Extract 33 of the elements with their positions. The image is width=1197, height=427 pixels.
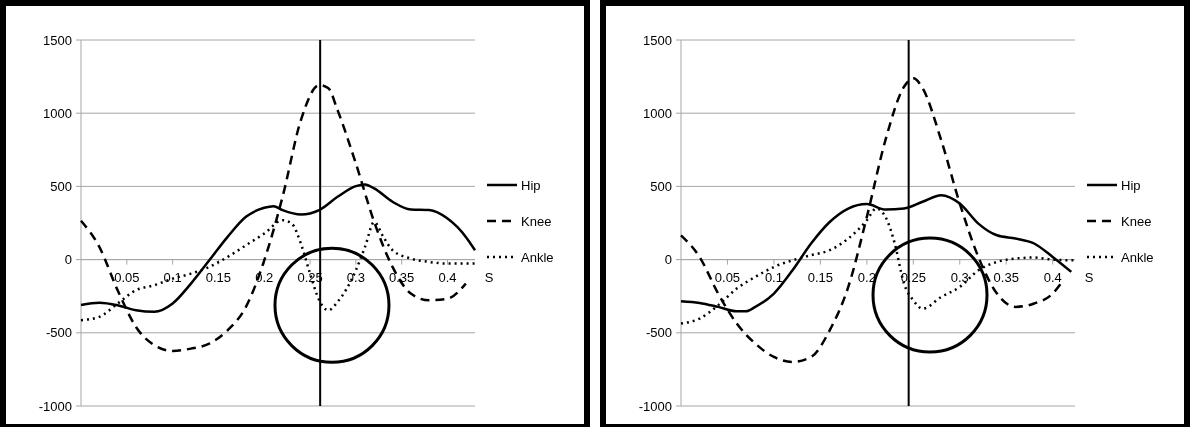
legend-label: Hip [521,177,541,193]
legend-label: Knee [1121,213,1152,229]
y-tick-label: 1000 [643,105,672,121]
x-tick-label: 0.2 [255,269,274,285]
y-tick-label: -500 [45,325,72,341]
x-axis-title: S [1084,269,1094,285]
y-tick-label: 1500 [643,32,672,48]
y-tick-label: -1000 [638,398,672,414]
x-tick-label: 0.1 [764,269,783,285]
y-tick-label: 1000 [43,105,72,121]
x-tick-label: 0.4 [1043,269,1062,285]
x-axis-title: S [484,269,494,285]
x-tick-label: 0.3 [346,269,365,285]
y-tick-label: -1000 [38,398,72,414]
y-tick-label: 0 [64,252,72,268]
y-tick-label: -500 [645,325,672,341]
x-tick-label: 0.15 [205,269,232,285]
x-tick-label: 0.2 [857,269,876,285]
y-tick-label: 0 [664,252,672,268]
x-tick-label: 0.05 [714,269,741,285]
y-tick-label: 1500 [43,32,72,48]
y-tick-label: 500 [650,178,672,194]
legend-label: Ankle [1121,249,1154,265]
x-tick-label: 0.35 [389,269,415,285]
x-tick-label: 0.4 [438,269,457,285]
x-tick-label: 0.15 [807,269,834,285]
y-tick-label: 500 [50,178,72,194]
legend-label: Hip [1121,177,1141,193]
x-tick-label: 0.3 [950,269,969,285]
x-tick-label: 0.05 [114,269,140,285]
x-tick-label: 0.35 [993,269,1019,285]
legend-label: Knee [521,213,552,229]
legend-label: Ankle [521,249,554,265]
